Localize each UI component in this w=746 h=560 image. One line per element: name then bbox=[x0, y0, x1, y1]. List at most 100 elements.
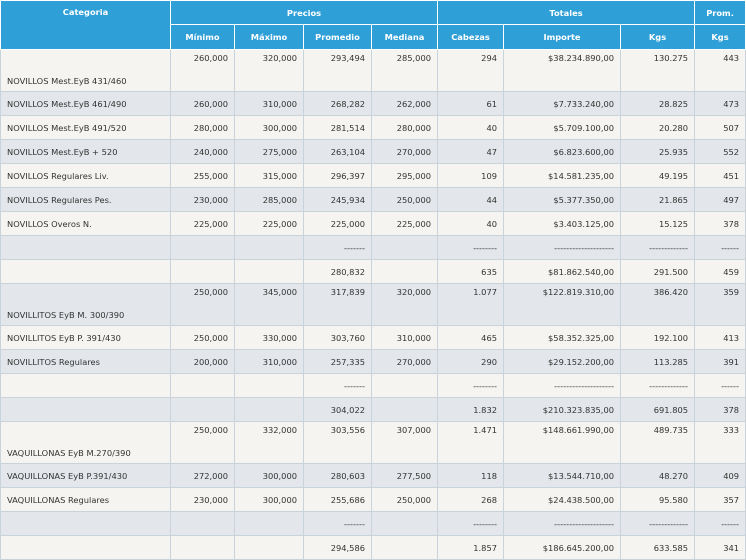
cell-kgs: 95.580 bbox=[620, 487, 696, 512]
table-row: VAQUILLONAS EyB M.270/390 250,000 332,000 3… bbox=[0, 421, 746, 464]
cell-mediana: 320,000 bbox=[370, 283, 439, 326]
header-totales: Totales bbox=[437, 0, 696, 25]
header-kgs: Kgs bbox=[620, 24, 696, 50]
cell-kgs: 386.420 bbox=[620, 283, 696, 326]
cell-importe: $3.403.125,00 bbox=[503, 211, 622, 236]
cell-categoria bbox=[0, 235, 171, 260]
table-body: NOVILLOS Mest.EyB 431/460 260,000 320,000 2… bbox=[0, 49, 746, 560]
header-minimo: Mínimo bbox=[170, 24, 235, 50]
cell-categoria: NOVILLOS Regulares Pes. bbox=[0, 187, 171, 212]
cell-minimo bbox=[170, 373, 235, 398]
table-row: NOVILLITOS Regulares 200,000 310,000 257,33… bbox=[0, 349, 746, 374]
cell-cabezas: 1.077 bbox=[437, 283, 505, 326]
cell-minimo: 225,000 bbox=[170, 211, 235, 236]
cell-categoria: NOVILLOS Mest.EyB 431/460 bbox=[0, 49, 171, 92]
cell-mediana: 262,000 bbox=[370, 91, 439, 116]
cell-categoria: VAQUILLONAS EyB M.270/390 bbox=[0, 421, 171, 464]
cell-promedio: ------- bbox=[303, 511, 372, 536]
table-row: NOVILLOS Mest.EyB + 520 240,000 275,000 263… bbox=[0, 139, 746, 164]
cell-importe: $14.581.235,00 bbox=[503, 163, 622, 188]
cell-promedio: 303,760 bbox=[303, 325, 372, 350]
cell-importe: $5.377.350,00 bbox=[503, 187, 622, 212]
cell-prom-kgs: 413 bbox=[694, 325, 746, 350]
cell-categoria bbox=[0, 397, 171, 422]
cell-cabezas: 635 bbox=[437, 259, 505, 284]
cell-maximo bbox=[234, 373, 304, 398]
cell-maximo: 310,000 bbox=[234, 349, 304, 374]
cell-promedio: 280,832 bbox=[303, 259, 372, 284]
cell-promedio: 255,686 bbox=[303, 487, 372, 512]
cell-kgs: 130.275 bbox=[620, 49, 696, 92]
header-importe: Importe bbox=[503, 24, 622, 50]
cell-promedio: 296,397 bbox=[303, 163, 372, 188]
cell-importe: $13.544.710,00 bbox=[503, 463, 622, 488]
cell-categoria: NOVILLITOS Regulares bbox=[0, 349, 171, 374]
cell-importe: $148.661.990,00 bbox=[503, 421, 622, 464]
cell-mediana: 270,000 bbox=[370, 349, 439, 374]
cell-cabezas: 44 bbox=[437, 187, 505, 212]
cell-kgs: 21.865 bbox=[620, 187, 696, 212]
cell-promedio: 245,934 bbox=[303, 187, 372, 212]
cell-promedio: 263,104 bbox=[303, 139, 372, 164]
cell-importe: $81.862.540,00 bbox=[503, 259, 622, 284]
table-row: NOVILLOS Regulares Pes. 230,000 285,000 245… bbox=[0, 187, 746, 212]
cell-kgs: 633.585 bbox=[620, 535, 696, 560]
cell-importe: $24.438.500,00 bbox=[503, 487, 622, 512]
cell-minimo: 272,000 bbox=[170, 463, 235, 488]
cell-prom-kgs: 552 bbox=[694, 139, 746, 164]
cell-promedio: 303,556 bbox=[303, 421, 372, 464]
table-row: VAQUILLONAS EyB P.391/430 272,000 300,000 2… bbox=[0, 463, 746, 488]
cell-cabezas: 290 bbox=[437, 349, 505, 374]
cell-maximo: 225,000 bbox=[234, 211, 304, 236]
cell-kgs: 20.280 bbox=[620, 115, 696, 140]
cell-prom-kgs: 443 bbox=[694, 49, 746, 92]
cell-minimo: 280,000 bbox=[170, 115, 235, 140]
cell-prom-kgs: 451 bbox=[694, 163, 746, 188]
cell-prom-kgs: ------ bbox=[694, 373, 746, 398]
cell-cabezas: 1.857 bbox=[437, 535, 505, 560]
cell-minimo bbox=[170, 535, 235, 560]
cell-mediana: 310,000 bbox=[370, 325, 439, 350]
table-row: NOVILLITOS EyB P. 391/430 250,000 330,000 3… bbox=[0, 325, 746, 350]
cell-cabezas: 1.471 bbox=[437, 421, 505, 464]
cell-categoria: NOVILLOS Mest.EyB + 520 bbox=[0, 139, 171, 164]
cell-maximo: 345,000 bbox=[234, 283, 304, 326]
cell-maximo: 320,000 bbox=[234, 49, 304, 92]
table-row: VAQUILLONAS Regulares 230,000 300,000 255,6… bbox=[0, 487, 746, 512]
cell-minimo: 200,000 bbox=[170, 349, 235, 374]
cell-mediana: 280,000 bbox=[370, 115, 439, 140]
cell-categoria: NOVILLITOS EyB M. 300/390 bbox=[0, 283, 171, 326]
cell-categoria bbox=[0, 535, 171, 560]
header-prom: Prom. bbox=[694, 0, 746, 25]
cell-mediana: 225,000 bbox=[370, 211, 439, 236]
cell-importe: $29.152.200,00 bbox=[503, 349, 622, 374]
cell-minimo: 240,000 bbox=[170, 139, 235, 164]
cell-categoria: NOVILLITOS EyB P. 391/430 bbox=[0, 325, 171, 350]
cell-cabezas: 61 bbox=[437, 91, 505, 116]
cell-maximo bbox=[234, 259, 304, 284]
cell-cabezas: 1.832 bbox=[437, 397, 505, 422]
cell-mediana: 295,000 bbox=[370, 163, 439, 188]
cell-minimo: 255,000 bbox=[170, 163, 235, 188]
cell-mediana: 270,000 bbox=[370, 139, 439, 164]
cell-importe: -------------------- bbox=[503, 235, 622, 260]
cell-importe: $58.352.325,00 bbox=[503, 325, 622, 350]
cell-categoria bbox=[0, 259, 171, 284]
subtotal-row: 294,586 1.857 $186.645.200,00 633.585 341 bbox=[0, 535, 746, 560]
header-promedio: Promedio bbox=[303, 24, 372, 50]
cell-promedio: 317,839 bbox=[303, 283, 372, 326]
header-precios: Precios bbox=[169, 0, 439, 25]
cell-prom-kgs: 391 bbox=[694, 349, 746, 374]
cell-mediana bbox=[370, 397, 439, 422]
cell-kgs: 15.125 bbox=[620, 211, 696, 236]
cell-categoria bbox=[0, 373, 171, 398]
header-categoria: Categoria bbox=[0, 0, 171, 50]
cell-categoria: NOVILLOS Mest.EyB 491/520 bbox=[0, 115, 171, 140]
cell-prom-kgs: 459 bbox=[694, 259, 746, 284]
cell-kgs: ------------- bbox=[620, 511, 696, 536]
cell-mediana: 307,000 bbox=[370, 421, 439, 464]
cell-mediana bbox=[370, 235, 439, 260]
cell-cabezas: 268 bbox=[437, 487, 505, 512]
cell-maximo bbox=[234, 235, 304, 260]
subtotal-row: 304,022 1.832 $210.323.835,00 691.805 378 bbox=[0, 397, 746, 422]
